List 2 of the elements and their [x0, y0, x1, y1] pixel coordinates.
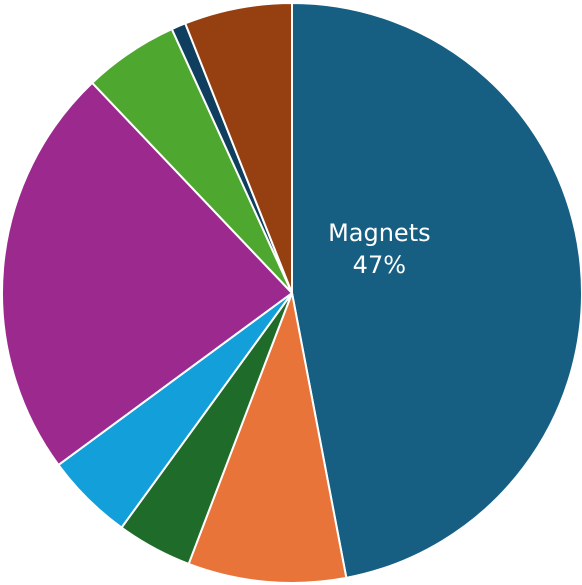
slice-label: Magnets [328, 219, 431, 248]
data-label: 47% [352, 251, 406, 280]
